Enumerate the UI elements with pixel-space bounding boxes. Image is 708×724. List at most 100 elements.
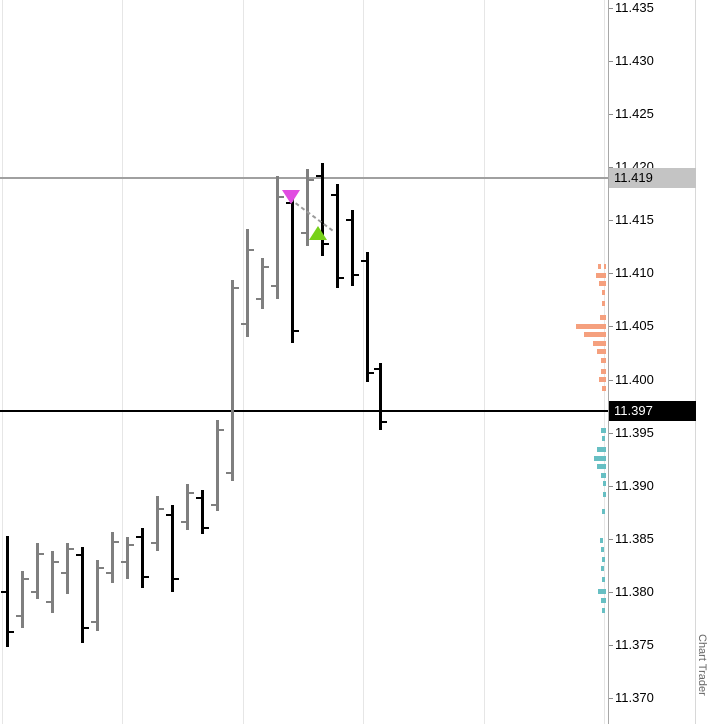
vertical-gridline xyxy=(363,0,364,724)
volume-profile-bar-buy xyxy=(603,481,606,487)
ohlc-close-tick xyxy=(309,178,314,181)
price-axis-label: 11.375 xyxy=(615,636,654,652)
ohlc-close-tick xyxy=(249,249,254,251)
ohlc-bar xyxy=(261,258,264,310)
volume-profile-bar-sell xyxy=(602,289,606,295)
ohlc-open-tick xyxy=(316,174,321,177)
ohlc-close-tick xyxy=(382,420,387,423)
ohlc-open-tick xyxy=(121,561,126,564)
volume-profile-bar-buy xyxy=(602,608,606,614)
volume-profile-bar-buy xyxy=(597,447,606,453)
ohlc-bar xyxy=(81,547,84,643)
volume-profile-bar-buy xyxy=(601,597,606,603)
price-axis-tickmark xyxy=(609,379,613,381)
ohlc-close-tick xyxy=(144,575,149,578)
price-axis-label: 11.400 xyxy=(615,371,654,387)
volume-profile-bar-buy xyxy=(601,427,606,433)
signal-marker-buy-icon xyxy=(309,226,327,241)
vertical-gridline xyxy=(122,0,123,724)
volume-profile-bar-sell xyxy=(599,281,606,287)
volume-profile-bar-sell xyxy=(584,332,606,338)
price-axis-label: 11.370 xyxy=(615,689,654,705)
ohlc-open-tick xyxy=(151,542,156,544)
price-axis-tickmark xyxy=(609,61,613,63)
ohlc-bars-layer xyxy=(1,162,387,648)
volume-profile-bar-buy xyxy=(598,589,606,595)
volume-profile-bar-buy xyxy=(601,565,606,571)
vertical-gridline xyxy=(243,0,244,724)
ohlc-bar xyxy=(36,543,39,600)
price-axis-label: 11.395 xyxy=(615,424,654,440)
volume-profile-bar-buy xyxy=(601,472,606,478)
volume-profile-bar-buy xyxy=(602,576,606,582)
price-axis-tickmark xyxy=(609,697,613,699)
ohlc-bar xyxy=(351,209,354,287)
ohlc-bar xyxy=(96,559,99,632)
ohlc-open-tick xyxy=(346,219,351,222)
ohlc-open-tick xyxy=(374,367,379,370)
ohlc-bar xyxy=(6,535,9,648)
chart-trader-tab[interactable]: Chart Trader xyxy=(695,0,708,724)
ohlc-close-tick xyxy=(234,287,239,290)
price-axis-tickmark xyxy=(609,591,613,593)
ohlc-close-tick xyxy=(219,429,224,432)
price-axis[interactable]: 11.435 11.430 11.425 11.420 11.415 11.410 11.4… xyxy=(608,0,696,724)
volume-profile-bar-buy xyxy=(594,455,606,461)
price-level-badge: 11.419 xyxy=(609,167,696,188)
ohlc-open-tick xyxy=(256,297,261,300)
price-level-line[interactable] xyxy=(0,176,608,179)
ohlc-bar xyxy=(366,252,369,382)
price-axis-label: 11.380 xyxy=(615,583,654,599)
ohlc-bar xyxy=(126,536,129,580)
ohlc-open-tick xyxy=(211,503,216,506)
ohlc-close-tick xyxy=(9,631,14,634)
ohlc-open-tick xyxy=(181,520,186,523)
volume-profile-bar-buy xyxy=(597,464,606,470)
ohlc-close-tick xyxy=(279,195,284,198)
ohlc-open-tick xyxy=(136,535,141,538)
signal-markers-layer xyxy=(282,189,327,241)
ohlc-close-tick xyxy=(129,544,134,547)
ohlc-open-tick xyxy=(361,259,366,262)
volume-profile-bar-sell xyxy=(576,323,606,329)
price-axis-label: 11.385 xyxy=(615,530,654,546)
price-axis-tickmark xyxy=(609,273,613,275)
signal-marker-sell-icon xyxy=(282,189,300,204)
price-chart[interactable] xyxy=(0,0,608,724)
price-axis-tickmark xyxy=(609,167,613,169)
ohlc-bar xyxy=(21,570,24,628)
ohlc-close-tick xyxy=(294,329,299,332)
volume-profile-bar-sell xyxy=(598,264,606,270)
ohlc-open-tick xyxy=(331,193,336,196)
price-axis-tickmark xyxy=(609,485,613,487)
ohlc-open-tick xyxy=(241,323,246,326)
price-level-badge: 11.397 xyxy=(609,401,696,422)
volume-profile-bar-sell xyxy=(593,340,606,346)
ohlc-bar xyxy=(156,496,159,552)
ohlc-close-tick xyxy=(369,372,374,375)
ohlc-open-tick xyxy=(196,497,201,500)
volume-profile-bar-sell xyxy=(602,300,606,306)
ohlc-close-tick xyxy=(69,548,74,551)
ohlc-close-tick xyxy=(204,527,209,530)
ohlc-open-tick xyxy=(1,590,6,593)
volume-profile-bar-sell xyxy=(597,349,606,355)
ohlc-open-tick xyxy=(301,232,306,235)
ohlc-bar xyxy=(379,362,382,431)
price-levels-layer xyxy=(0,176,608,413)
price-axis-tickmark xyxy=(609,538,613,540)
ohlc-open-tick xyxy=(31,590,36,593)
ohlc-bar xyxy=(276,175,279,299)
price-level-line[interactable] xyxy=(0,410,608,413)
price-axis-tickmark xyxy=(609,644,613,646)
price-axis-label: 11.425 xyxy=(615,106,654,122)
price-axis-tickmark xyxy=(609,220,613,222)
volume-profile-bar-sell xyxy=(601,368,606,374)
price-axis-label: 11.415 xyxy=(615,212,654,228)
volume-profile-bar-sell xyxy=(596,272,606,278)
ohlc-bar xyxy=(51,551,54,614)
ohlc-open-tick xyxy=(166,514,171,517)
ohlc-bar xyxy=(111,532,114,584)
ohlc-close-tick xyxy=(354,274,359,277)
